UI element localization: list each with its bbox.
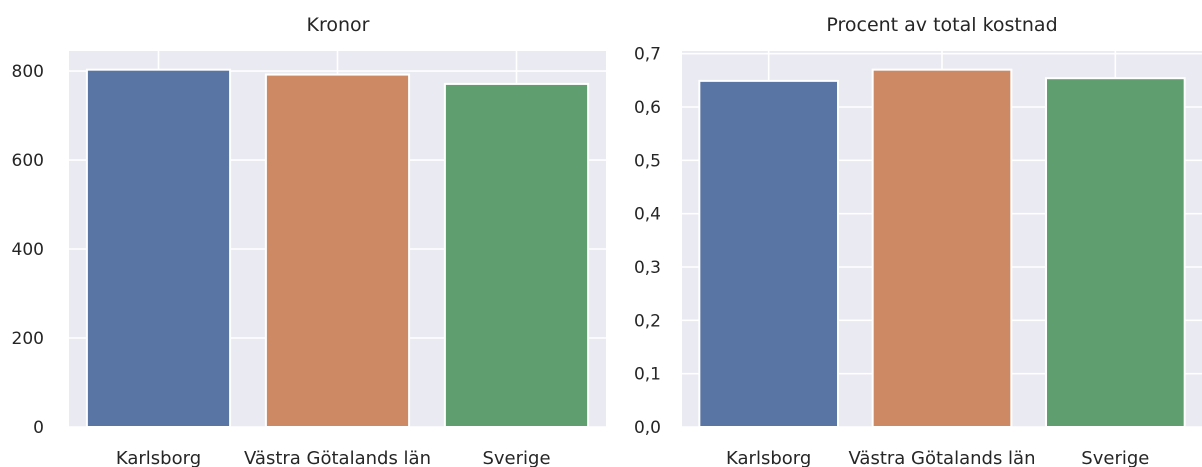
y-tick-label: 0,6 (634, 98, 661, 118)
y-tick-label: 0,0 (634, 418, 661, 438)
y-tick-label: 0,1 (634, 365, 661, 385)
y-tick-label: 0,3 (634, 258, 661, 278)
y-tick-label: 0,4 (634, 205, 661, 225)
x-tick-label: Karlsborg (726, 448, 811, 467)
y-tick-label: 0,5 (634, 151, 661, 171)
bar (443, 82, 590, 428)
y-tick-label: 800 (12, 62, 44, 82)
chart-title: Procent av total kostnad (826, 14, 1057, 36)
y-tick-label: 0 (33, 418, 44, 438)
y-tick-label: 0,2 (634, 311, 661, 331)
chart-procent: 0,0 0,1 0,2 0,3 0,4 0,5 0,6 0,7 Karlsborg Västra … (634, 14, 1202, 467)
bar (871, 68, 1013, 429)
y-tick-label: 200 (12, 329, 44, 349)
x-tick-label: Karlsborg (116, 448, 201, 467)
y-tick-label: 0,7 (634, 45, 661, 65)
bar (1045, 77, 1186, 428)
chart-title: Kronor (307, 14, 370, 36)
x-tick-label: Sverige (1081, 448, 1149, 467)
x-tick-label: Västra Götalands län (244, 448, 431, 467)
bar (85, 68, 232, 429)
bar (264, 73, 411, 428)
y-tick-label: 600 (12, 151, 44, 171)
y-tick-label: 400 (12, 240, 44, 260)
x-tick-label: Västra Götalands län (849, 448, 1036, 467)
x-tick-label: Sverige (482, 448, 550, 467)
chart-kronor: 0 200 400 600 800 Karlsborg Västra Götalands l… (12, 14, 606, 467)
bar (698, 79, 839, 428)
